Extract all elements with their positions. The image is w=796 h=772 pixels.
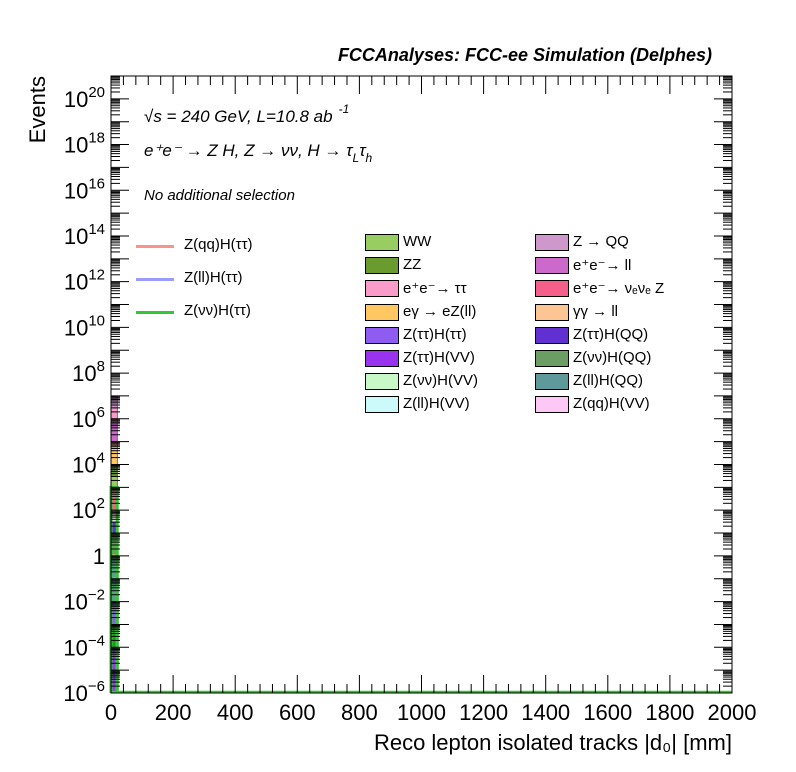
legend-swatch xyxy=(535,234,569,251)
x-tick-label: 1600 xyxy=(583,700,632,725)
legend-swatch xyxy=(365,350,399,367)
legend-label: γγ → ll xyxy=(573,302,618,320)
x-tick-label: 1200 xyxy=(459,700,508,725)
legend-label: WW xyxy=(403,233,432,250)
x-tick-label: 400 xyxy=(217,700,254,725)
x-tick-label: 800 xyxy=(341,700,378,725)
legend-swatch xyxy=(365,373,399,391)
legend-label: Z(ττ)H(VV) xyxy=(403,349,475,366)
y-axis-label: Events xyxy=(25,76,50,143)
y-tick-label: 10−2 xyxy=(63,587,105,615)
legend-label: Z(ll)H(ττ) xyxy=(184,269,243,286)
legend-swatch xyxy=(535,350,569,367)
y-tick-label: 1018 xyxy=(64,130,105,158)
x-axis-label: Reco lepton isolated tracks |d₀| [mm] xyxy=(374,730,732,755)
legend-label: Z(ττ)H(ττ) xyxy=(403,325,467,343)
y-tick-label: 1016 xyxy=(64,175,105,203)
legend-swatch xyxy=(365,280,399,298)
y-tick-label: 1 xyxy=(93,544,105,569)
x-tick-label: 200 xyxy=(155,700,192,725)
legend-label: Z(ll)H(VV) xyxy=(403,395,470,413)
chart-title: FCCAnalyses: FCC-ee Simulation (Delphes) xyxy=(338,45,712,65)
legend-label: eγ → eZ(ll) xyxy=(403,302,477,320)
selection-annotation: No additional selection xyxy=(144,187,295,204)
y-tick-label: 102 xyxy=(72,495,105,523)
y-tick-label: 108 xyxy=(72,358,105,386)
legend-swatch xyxy=(365,257,399,275)
legend-label: Z → QQ xyxy=(573,233,629,250)
legend-swatch xyxy=(535,373,569,391)
legend-swatch xyxy=(535,396,569,414)
legend-label: Z(qq)H(ττ) xyxy=(184,236,253,253)
legend-swatch xyxy=(365,303,399,321)
legend-label: Z(ll)H(QQ) xyxy=(573,372,643,390)
legend-swatch xyxy=(535,280,569,298)
legend-swatch xyxy=(535,303,569,321)
y-tick-label: 1010 xyxy=(64,312,105,340)
x-tick-label: 1800 xyxy=(645,700,694,725)
legend-line xyxy=(136,245,174,248)
legend-swatch xyxy=(535,326,569,344)
y-tick-label: 1020 xyxy=(64,84,105,112)
legend-label: e⁺e⁻→ ττ xyxy=(403,280,467,298)
y-tick-label: 10−4 xyxy=(63,632,105,660)
y-tick-label: 1014 xyxy=(64,221,105,249)
legend-line xyxy=(136,311,174,314)
legend-swatch xyxy=(365,396,399,414)
legend-label: Z(ττ)H(QQ) xyxy=(573,325,649,343)
x-tick-label: 0 xyxy=(105,700,117,725)
legend-swatch xyxy=(535,257,569,275)
legend-label: Z(νν)H(QQ) xyxy=(573,349,652,366)
legend-label: e⁺e⁻→ νₑνₑ Z xyxy=(573,280,665,298)
energy-annotation: √s = 240 GeV, L=10.8 ab -1 xyxy=(144,102,349,126)
process-annotation: e⁺e⁻ → Z H, Z → νν, H → τLτh xyxy=(144,141,373,165)
legend-line xyxy=(136,278,174,281)
legend-label: e⁺e⁻→ ll xyxy=(573,257,632,275)
x-tick-label: 1000 xyxy=(397,700,446,725)
legend-swatch xyxy=(365,326,399,344)
legend-swatch xyxy=(365,234,399,251)
legend-label: Z(qq)H(VV) xyxy=(573,395,650,413)
y-tick-label: 104 xyxy=(72,449,105,477)
y-tick-label: 1012 xyxy=(64,267,105,295)
y-tick-label: 10−6 xyxy=(63,678,105,706)
x-tick-label: 1400 xyxy=(521,700,570,725)
x-tick-label: 600 xyxy=(279,700,316,725)
x-tick-label: 2000 xyxy=(708,700,757,725)
legend-label: Z(νν)H(ττ) xyxy=(184,302,251,319)
y-tick-label: 106 xyxy=(72,404,105,432)
legend-label: Z(νν)H(VV) xyxy=(403,372,478,390)
legend-label: ZZ xyxy=(403,256,422,274)
plot-area: 10−6 10−4 10−2 1 102 104 106 108 1010 1012 1014 101… xyxy=(63,75,757,725)
